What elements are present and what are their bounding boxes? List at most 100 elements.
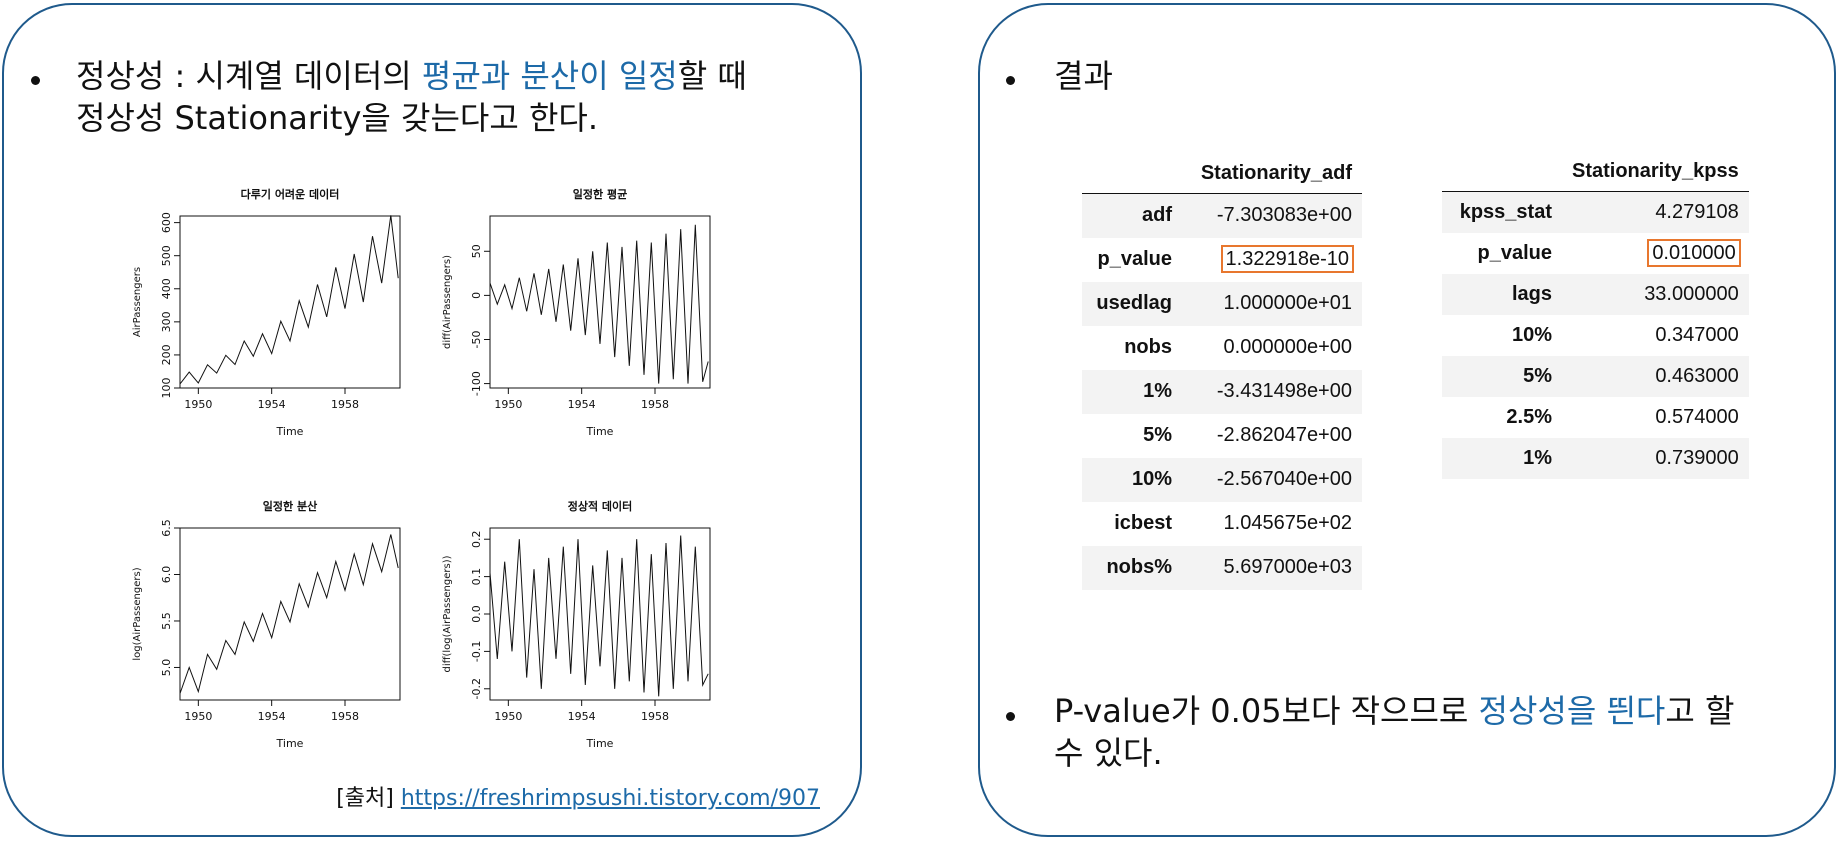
adf-table-body: adf -7.303083e+00 p_value 1.322918e-10 usedl… <box>1082 193 1362 590</box>
adf-row-value: 1.000000e+01 <box>1182 282 1362 326</box>
adf-row: nobs 0.000000e+00 <box>1082 326 1362 370</box>
bullet-dot <box>1006 712 1015 721</box>
adf-value-text: 5.697000e+03 <box>1223 556 1352 578</box>
adf-row: 1% -3.431498e+00 <box>1082 369 1362 414</box>
y-tick-label: 0 <box>470 292 483 299</box>
x-tick-label: 1954 <box>568 398 596 411</box>
definition-highlight: 평균과 분산이 일정 <box>421 57 678 95</box>
x-axis-label: Time <box>586 425 614 438</box>
bullet-dot <box>31 76 40 85</box>
adf-row-value: 0.000000e+00 <box>1182 326 1362 370</box>
chart-title: 일정한 분산 <box>263 499 317 513</box>
adf-value-text: 1.000000e+01 <box>1223 292 1352 314</box>
adf-value-text: -7.303083e+00 <box>1216 204 1352 227</box>
plot-frame <box>489 215 711 389</box>
kpss-row-label: 5% <box>1523 364 1552 387</box>
kpss-table-body: kpss_stat 4.279108 p_value 0.010000 lags 33.0… <box>1442 191 1749 479</box>
adf-column-header: Stationarity_adf <box>1182 162 1362 194</box>
x-tick-label: 1958 <box>331 398 359 411</box>
kpss-index-header <box>1442 160 1562 192</box>
adf-value-text: 0.000000e+00 <box>1223 336 1352 358</box>
kpss-row-value: 0.574000 <box>1562 397 1749 438</box>
adf-row: nobs% 5.697000e+03 <box>1082 545 1362 590</box>
kpss-pvalue-highlight: 0.010000 <box>1647 238 1741 267</box>
kpss-row: p_value 0.010000 <box>1442 233 1749 274</box>
kpss-row: 1% 0.739000 <box>1442 437 1749 479</box>
kpss-row: lags 33.000000 <box>1442 273 1749 315</box>
plot-frame <box>179 215 401 389</box>
adf-table: Stationarity_adf adf -7.303083e+00 p_value… <box>1082 162 1362 590</box>
kpss-value-text: 0.739000 <box>1655 446 1739 469</box>
x-tick-label: 1950 <box>184 710 212 723</box>
definition-line2: 정상성 Stationarity을 갖는다고 한다. <box>76 99 598 137</box>
y-tick-label: 5.5 <box>160 612 173 630</box>
x-tick-label: 1958 <box>331 710 359 723</box>
adf-row-value: -2.567040e+00 <box>1182 458 1362 502</box>
stationarity-definition: 정상성 : 시계열 데이터의 평균과 분산이 일정할 때 정상성 Station… <box>76 55 846 139</box>
y-tick-label: 5.0 <box>160 659 173 677</box>
y-tick-label: -0.2 <box>470 678 483 699</box>
adf-row-value: 5.697000e+03 <box>1182 546 1362 590</box>
adf-row: adf -7.303083e+00 <box>1082 193 1362 238</box>
y-axis-label: log(AirPassengers) <box>132 567 143 660</box>
conclusion-part2: 고 할 <box>1665 692 1735 730</box>
conclusion-text: P-value가 0.05보다 작으므로 정상성을 띈다고 할 수 있다. <box>1054 690 1814 774</box>
series-line <box>179 215 399 385</box>
x-tick-label: 1954 <box>258 710 286 723</box>
x-axis-label: Time <box>276 425 304 438</box>
kpss-row-value: 4.279108 <box>1562 192 1749 233</box>
y-tick-label: 400 <box>160 278 173 299</box>
adf-header-row: Stationarity_adf <box>1082 162 1362 194</box>
y-axis-label: AirPassengers <box>132 267 143 337</box>
adf-value-text: -2.567040e+00 <box>1216 468 1352 490</box>
x-tick-label: 1954 <box>568 710 596 723</box>
kpss-row-label: 1% <box>1523 446 1552 469</box>
adf-row-label: usedlag <box>1096 292 1172 314</box>
source-link[interactable]: https://freshrimpsushi.tistory.com/907 <box>400 786 820 811</box>
kpss-value-text: 0.574000 <box>1655 405 1739 428</box>
adf-index-header <box>1082 162 1182 194</box>
chart-diff: 일정한 평균 1950 1954 1958 -100 -50 0 50 Time diff(Air… <box>425 180 725 459</box>
kpss-row: 5% 0.463000 <box>1442 355 1749 397</box>
definition-text-end: 할 때 <box>677 57 747 95</box>
x-tick-label: 1958 <box>641 398 669 411</box>
y-tick-label: 100 <box>160 378 173 399</box>
source-citation: [출처] https://freshrimpsushi.tistory.com/… <box>336 780 820 812</box>
x-tick-label: 1950 <box>184 398 212 411</box>
adf-row-value: 1.045675e+02 <box>1182 502 1362 546</box>
adf-row-label: icbest <box>1114 512 1172 534</box>
kpss-row-label: p_value <box>1477 241 1552 264</box>
kpss-row: 2.5% 0.574000 <box>1442 397 1749 438</box>
adf-row-value: -2.862047e+00 <box>1182 414 1362 458</box>
adf-pvalue-highlight: 1.322918e-10 <box>1220 245 1355 273</box>
kpss-value-text: 33.000000 <box>1644 282 1739 305</box>
left-slide-panel <box>2 3 862 837</box>
result-heading: 결과 <box>1054 57 1113 95</box>
adf-row: icbest 1.045675e+02 <box>1082 502 1362 546</box>
x-tick-label: 1954 <box>258 398 286 411</box>
adf-value-text: -3.431498e+00 <box>1216 380 1352 402</box>
kpss-row-label: 10% <box>1511 323 1552 346</box>
chart-svg-3: 정상적 데이터 1950 1954 1958 -0.2 -0.1 0.0 0.1 0.2 Time… <box>442 499 711 750</box>
adf-row-label: 5% <box>1143 424 1172 446</box>
y-tick-label: -0.1 <box>470 641 483 662</box>
right-slide-panel <box>978 3 1836 837</box>
adf-row-label: nobs% <box>1106 556 1172 578</box>
plot-frame <box>179 527 401 701</box>
kpss-header-row: Stationarity_kpss <box>1442 160 1749 192</box>
adf-row: p_value 1.322918e-10 <box>1082 238 1362 282</box>
adf-value-text: -2.862047e+00 <box>1216 424 1352 446</box>
chart-svg-0: 다루기 어려운 데이터 1950 1954 1958 100 200 300 400 500 60… <box>132 187 401 438</box>
y-tick-label: 200 <box>160 344 173 365</box>
y-tick-label: 0.2 <box>470 530 483 548</box>
y-tick-label: -50 <box>470 331 483 349</box>
y-tick-label: 6.5 <box>160 519 173 537</box>
kpss-row-value: 0.463000 <box>1562 356 1749 397</box>
adf-row-value: -7.303083e+00 <box>1182 194 1362 238</box>
x-tick-label: 1958 <box>641 710 669 723</box>
series-line <box>489 224 709 384</box>
adf-row-label: nobs <box>1124 336 1172 358</box>
chart-svg-2: 일정한 분산 1950 1954 1958 5.0 5.5 6.0 6.5 Time log(Ai… <box>132 499 401 750</box>
x-tick-label: 1950 <box>494 710 522 723</box>
conclusion-part1: P-value가 0.05보다 작으므로 <box>1054 692 1479 730</box>
